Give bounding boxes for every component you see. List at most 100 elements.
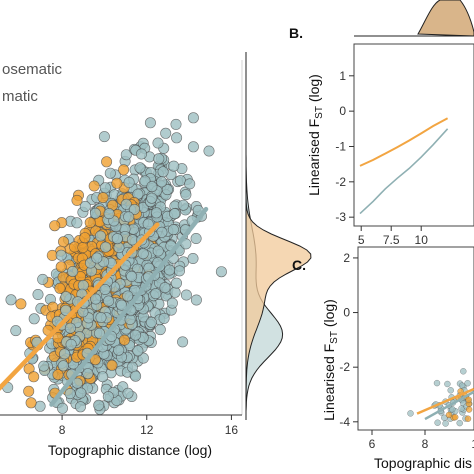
panel-c-xticks: 6 8 10 (369, 430, 474, 451)
panel-a-point-nonaposematic (158, 312, 170, 324)
panel-a-point-nonaposematic (79, 200, 91, 212)
panel-b-frame (353, 43, 474, 227)
panel-a-point-nonaposematic (150, 207, 162, 219)
legend-entry-aposematic: osematic (2, 61, 63, 78)
panel-a-point-nonaposematic (94, 327, 106, 339)
panel-a-point-nonaposematic (124, 313, 136, 325)
panel-a-point-nonaposematic (142, 218, 154, 230)
panel-a-point-nonaposematic (67, 265, 79, 277)
panel-a-point-nonaposematic (120, 198, 132, 210)
panel-a-xticks: 8 12 16 (59, 415, 238, 437)
panel-a-point-nonaposematic (98, 131, 110, 143)
panel-a-point-nonaposematic (168, 160, 180, 172)
panel-a-point-nonaposematic (184, 178, 196, 190)
panel-a-point-nonaposematic (59, 348, 71, 360)
panel-b-ylabel: Linearised FST (log) (306, 74, 325, 196)
panel-a-point-nonaposematic (159, 282, 171, 294)
panel-a-point-nonaposematic (161, 184, 173, 196)
panel-a-point-nonaposematic (166, 297, 178, 309)
panel-a-point-nonaposematic (215, 266, 227, 278)
panel-a-point-nonaposematic (113, 344, 125, 356)
panel-a-point-nonaposematic (132, 345, 144, 357)
panel-a-point-aposematic (97, 192, 109, 204)
panel-c-ytick-label: -2 (339, 360, 350, 374)
panel-a-point-aposematic (111, 177, 123, 189)
panel-c-yticks: 2 0 -2 -4 (339, 251, 358, 429)
panel-a-point-nonaposematic (32, 288, 44, 300)
panel-c-point-aposematic (465, 406, 473, 413)
panel-a-point-aposematic (49, 220, 61, 232)
panel-b-top-density (417, 0, 474, 37)
panel-c: C. 2 0 -2 -4 6 8 10 Linearised FST (log) Topo… (292, 246, 474, 471)
panel-a-point-nonaposematic (89, 207, 101, 219)
panel-a-point-nonaposematic (146, 181, 158, 193)
panel-c-point-nonaposematic (460, 368, 467, 375)
panel-c-point-nonaposematic (441, 414, 448, 421)
panel-a-point-nonaposematic (126, 270, 138, 282)
panel-c-point-nonaposematic (444, 380, 451, 388)
panel-a-point-nonaposematic (171, 277, 183, 289)
panel-a-point-aposematic (55, 261, 67, 273)
panel-a-trend-nonaposematic (49, 206, 209, 407)
panel-a-point-aposematic (118, 164, 130, 176)
panel-a-point-nonaposematic (113, 242, 125, 254)
panel-a-point-nonaposematic (99, 182, 111, 194)
panel-c-point-aposematic (464, 415, 472, 422)
panel-c-trend-aposematic (416, 387, 474, 415)
panel-a-points (2, 112, 227, 415)
panel-a-point-nonaposematic (100, 241, 112, 253)
panel-a-point-nonaposematic (174, 175, 186, 187)
panel-a-point-aposematic (118, 334, 130, 346)
panel-a-point-nonaposematic (171, 132, 183, 144)
panel-a-point-nonaposematic (157, 166, 169, 178)
panel-a-point-nonaposematic (116, 299, 128, 311)
panel-c-xtick-label: 6 (369, 437, 376, 451)
panel-a-point-nonaposematic (152, 137, 164, 149)
panel-a-point-nonaposematic (152, 245, 164, 257)
panel-b-letter: B. (289, 25, 303, 41)
panel-a-trend-aposematic (0, 222, 160, 391)
panel-a-point-nonaposematic (103, 295, 115, 307)
panel-a-xlabel: Topographic distance (log) (48, 442, 212, 458)
panel-a-point-nonaposematic (120, 149, 132, 161)
panel-a-point-nonaposematic (169, 208, 181, 220)
panel-a-point-nonaposematic (37, 273, 49, 285)
panel-a-point-nonaposematic (60, 304, 72, 316)
panel-a-xtick-label: 12 (140, 423, 154, 437)
panel-c-ytick-label: 2 (343, 251, 350, 265)
panel-a-point-nonaposematic (71, 377, 83, 389)
panel-a-point-nonaposematic (144, 117, 156, 129)
panel-b: B. -3 -2 -1 0 1 5 7.5 10 Linearised FST (log) (289, 0, 474, 247)
panel-a-point-nonaposematic (123, 211, 135, 223)
panel-a-point-nonaposematic (71, 217, 83, 229)
panel-c-point-nonaposematic (456, 419, 463, 427)
panel-c-point-nonaposematic (407, 410, 414, 417)
panel-c-point-aposematic (452, 414, 459, 421)
panel-a-point-nonaposematic (169, 286, 181, 298)
panel-c-point-nonaposematic (464, 380, 471, 387)
panel-b-line-aposematic (359, 117, 449, 167)
panel-c-ytick-label: 0 (343, 306, 350, 320)
panel-a-point-nonaposematic (111, 233, 123, 245)
panel-c-point-aposematic (445, 411, 453, 419)
panel-c-point-nonaposematic (434, 419, 441, 426)
panel-a-point-nonaposematic (153, 153, 165, 165)
panel-a-point-nonaposematic (97, 371, 109, 383)
panel-a-point-nonaposematic (137, 248, 149, 260)
panel-b-ytick-label: -2 (335, 175, 346, 189)
panel-b-ytick-label: 1 (339, 69, 346, 83)
panel-a-point-nonaposematic (167, 224, 179, 236)
panel-a-point-nonaposematic (64, 388, 76, 400)
panel-a-point-nonaposematic (145, 316, 157, 328)
panel-a-point-nonaposematic (174, 265, 186, 277)
panel-a-point-nonaposematic (128, 203, 140, 215)
panel-b-xtick-label: 7.5 (383, 233, 400, 247)
panel-a-point-nonaposematic (177, 199, 189, 211)
panel-c-letter: C. (292, 257, 306, 273)
legend-entry-nonaposematic: matic (2, 88, 38, 105)
panel-a-point-nonaposematic (190, 294, 202, 306)
panel-a-point-nonaposematic (154, 324, 166, 336)
panel-a-point-nonaposematic (190, 233, 202, 245)
panel-a-point-aposematic (89, 354, 101, 366)
panel-a-point-nonaposematic (130, 370, 142, 382)
